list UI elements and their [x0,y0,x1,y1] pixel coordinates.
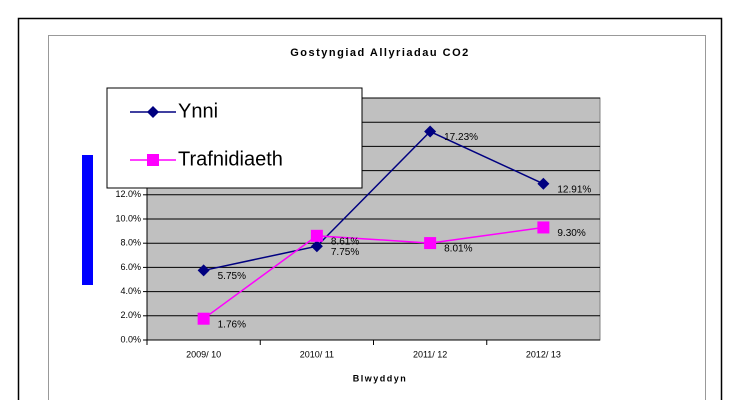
data-label: 1.76% [218,319,246,330]
data-label: 8.01% [444,244,472,255]
y-tick-label: 12.0% [115,189,141,199]
marker [424,237,437,250]
legend-label: Ynni [178,100,218,122]
marker [197,264,210,277]
y-tick-label: 0.0% [120,334,141,344]
legend-label: Trafnidiaeth [178,148,283,170]
data-label: 9.30% [557,228,585,239]
data-label: 5.75% [218,271,246,282]
series-line [203,130,544,272]
marker [310,240,323,253]
x-tick-label: 2011/ 12 [413,349,447,359]
outer-frame [17,17,723,400]
marker [310,229,323,242]
y-tick-label: 2.0% [120,310,141,320]
legend [106,87,363,189]
x-tick-label: 2012/ 13 [526,349,561,359]
x-axis-label: Blwyddyn [353,373,408,383]
marker [197,312,210,325]
y-tick-label: 4.0% [120,286,141,296]
marker [147,106,159,118]
marker [147,154,159,166]
data-label: 8.61% [331,236,359,247]
chart-title: Gostyngiad Allyriadau CO2 [290,47,470,59]
data-label: 17.23% [444,132,478,143]
data-label: 12.91% [557,184,591,195]
marker [424,125,437,138]
x-tick-label: 2009/ 10 [186,349,221,359]
series-line [203,226,544,320]
marker [537,221,550,234]
y-tick-label: 6.0% [120,262,141,272]
marker [537,177,550,190]
data-label: 7.75% [331,247,359,258]
y-tick-label: 10.0% [115,213,141,223]
x-tick-label: 2010/ 11 [300,349,334,359]
chart-frame [48,35,706,400]
decoration [82,155,93,285]
y-tick-label: 8.0% [120,238,141,248]
